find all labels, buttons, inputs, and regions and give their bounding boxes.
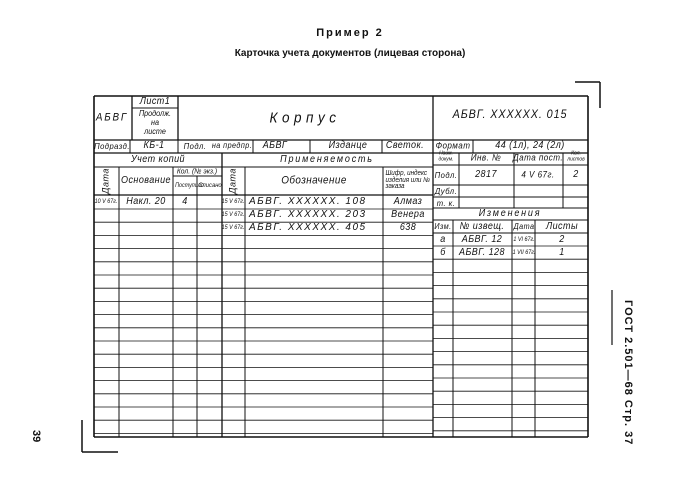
continued-label: листе [144,127,166,136]
change-row-notice: АБВГ. 12 [461,234,503,245]
designation-header: Обозначение [281,174,347,187]
doc-name-header: Наим. докум. [438,150,454,162]
copies-accounting-header: Учет копий [130,154,186,165]
standard-reference: ГОСТ 2.501—68 Стр. 37 [622,300,634,446]
copies-kind: Изданце [328,140,368,151]
copy-type: Светок. [385,140,425,151]
applicability-date-header: Дата [227,168,238,194]
inv-header: Инв. № [470,152,502,163]
continued-label: Продолж. [138,109,172,118]
doc-sheets-count: 2 [573,169,579,180]
format-value: 44 (1л), 24 (2л) [495,140,565,151]
applicability-row-date: 15 V 67г. [221,225,245,232]
applicability-row-date: 15 V 67г. [221,199,245,205]
document-name: Корпус [269,109,341,127]
basis-header: Основание [121,175,171,186]
quantity-header: Кол. (№ экз.) [176,166,218,176]
card-caption: Карточка учета документов (лицевая сторо… [234,48,466,59]
change-row-date: 1 VII 67г. [512,250,536,256]
doc-date-received: 4 V 67г. [521,169,555,180]
notice-col-header: № извещ. [459,221,505,232]
copies-row-basis: Накл. 20 [126,196,166,207]
copies-row-date: 10 V 67г. [94,199,118,205]
code-header: Шифр, индекс изделия или № заказа [385,170,430,191]
change-row-number: а [440,234,446,245]
org-code: АБВГ [95,111,129,124]
received-header: Поступило [175,183,204,189]
enterprise-value: АБВГ [262,140,288,151]
continued-label: на [151,118,159,127]
dept-value: КБ-1 [143,140,165,151]
applicability-row-designation: АБВГ. XXXXXX. 203 [249,209,367,221]
sheet-label: Лист1 [139,96,171,107]
doc-inv-number: 2817 [475,169,497,180]
dept-label: Подразд. [94,140,130,151]
applicability-row-designation: АБВГ. XXXXXX. 405 [249,222,367,234]
change-row-date: 1 VI 67г. [513,237,535,243]
doc-row-label: Подл. [434,169,458,180]
page-number: 39 [30,430,42,443]
applicability-row-code: Алмаз [393,196,423,207]
change-col-header: Изм. [434,222,452,231]
applicability-row-date: 15 V 67г. [221,212,245,219]
change-sheets-col-header: Листы [545,221,579,232]
at-enterprise-label: на предпр. [211,141,253,150]
date-received-header: Дата пост. [512,152,564,163]
doc-row-label: Дубл. [434,185,458,196]
written-off-header: Списано [198,181,222,189]
applicability-header: Применяемость [280,154,374,165]
applicability-row-designation: АБВГ. XXXXXX. 108 [249,196,367,207]
applicability-row-code: Венера [391,209,425,221]
example-title: Пример 2 [316,27,384,39]
format-label: Формат [435,140,471,151]
copies-row-received: 4 [182,196,188,207]
original-label: Подл. [183,140,207,151]
change-row-sheets: 2 [559,234,565,245]
applicability-row-code: 638 [399,222,417,234]
doc-row-label: т. к. [436,197,456,208]
change-row-number: б [440,247,446,258]
document-designation: АБВГ. XXXXXX. 015 [452,107,568,121]
copies-date-header: Дата [100,168,111,194]
change-row-sheets: 1 [559,247,565,258]
change-row-notice: АБВГ. 128 [459,247,505,258]
changes-header: Изменения [478,208,542,219]
sheets-count-header: Кол. листов [567,150,585,162]
change-date-col-header: Дата [513,222,535,231]
